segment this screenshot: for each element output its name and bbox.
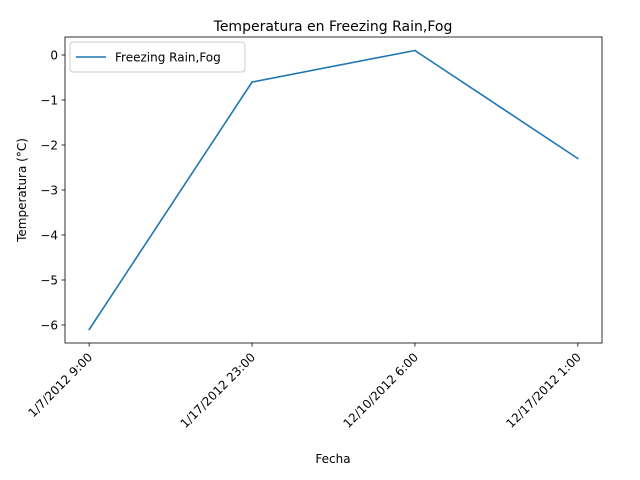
- data-point: [414, 49, 416, 52]
- series-line: [88, 49, 579, 330]
- data-point: [251, 81, 253, 83]
- chart-title: Temperatura en Freezing Rain,Fog: [213, 19, 453, 35]
- y-tick-label: −5: [40, 273, 58, 287]
- y-axis-label: Temperatura (°C): [15, 138, 29, 243]
- x-tick-label: 12/17/2012 1:00: [503, 350, 584, 431]
- x-tick-label: 1/7/2012 9:00: [26, 350, 96, 420]
- x-tick-label: 12/10/2012 6:00: [341, 350, 422, 431]
- legend: Freezing Rain,Fog: [69, 41, 246, 73]
- y-tick-label: 0: [50, 48, 58, 62]
- y-tick-label: −2: [40, 138, 58, 152]
- y-axis-ticks: 0 −1 −2 −3 −4 −5 −6: [40, 48, 65, 332]
- y-tick-label: −4: [40, 228, 58, 242]
- y-tick-label: −6: [40, 318, 58, 332]
- plot-frame: [64, 36, 603, 344]
- series-layer: [88, 49, 579, 331]
- x-axis-ticks: 1/7/2012 9:00 1/17/2012 23:00 12/10/2012 6…: [26, 343, 584, 431]
- data-point: [88, 328, 91, 331]
- legend-label: Freezing Rain,Fog: [115, 51, 221, 65]
- x-axis-label: Fecha: [315, 452, 350, 466]
- legend-frame: [69, 41, 246, 73]
- y-tick-label: −1: [40, 93, 58, 107]
- x-tick-label: 1/17/2012 23:00: [178, 350, 259, 431]
- y-tick-label: −3: [40, 183, 58, 197]
- data-point: [576, 157, 579, 160]
